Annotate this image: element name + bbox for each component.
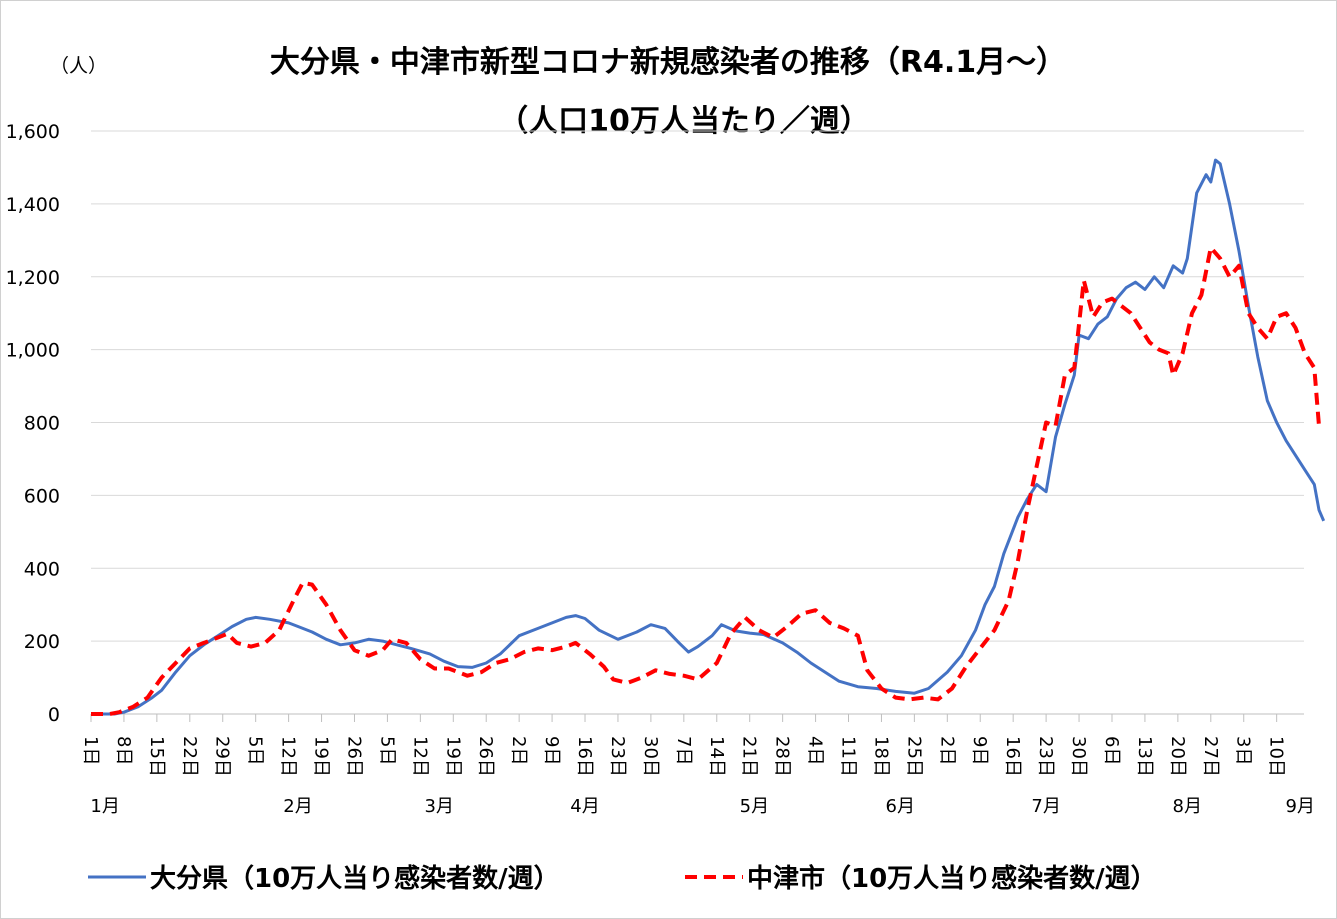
x-tick-label: 10日 — [1266, 736, 1287, 777]
y-tick-label: 800 — [24, 413, 60, 435]
x-tick-label: 3日 — [1233, 736, 1254, 765]
y-tick-label: 1,200 — [6, 267, 60, 289]
x-tick-label: 2日 — [936, 736, 957, 765]
x-tick-label: 9日 — [969, 736, 990, 765]
y-tick-label: 1,600 — [6, 121, 60, 143]
x-tick-label: 12日 — [278, 736, 299, 777]
x-tick-label: 2日 — [508, 736, 529, 765]
x-tick-label: 16日 — [1002, 736, 1023, 777]
month-label: 4月 — [570, 796, 599, 817]
x-tick-label: 5日 — [245, 736, 266, 765]
x-tick-label: 30日 — [640, 736, 661, 777]
x-tick-label: 26日 — [475, 736, 496, 777]
x-tick-label: 6日 — [1101, 736, 1122, 765]
x-tick-label: 25日 — [903, 736, 924, 777]
y-axis: 0 200 400 600 800 1,000 1,200 1,400 1,600 — [6, 121, 1304, 726]
x-tick-label: 15日 — [146, 736, 167, 777]
series-line-1 — [91, 158, 1326, 716]
x-tick-label: 5日 — [376, 736, 397, 765]
x-tick-label: 12日 — [409, 736, 430, 777]
x-tick-label: 9日 — [541, 736, 562, 765]
month-label: 5月 — [740, 796, 769, 817]
grid — [91, 130, 1304, 642]
month-label: 8月 — [1173, 796, 1202, 817]
x-tick-label: 13日 — [1134, 736, 1155, 777]
series — [91, 158, 1326, 716]
x-tick-label: 21日 — [739, 736, 760, 777]
y-axis-unit: （人） — [50, 55, 107, 77]
x-tick-label: 30日 — [1068, 736, 1089, 777]
month-label: 3月 — [424, 796, 453, 817]
chart-subtitle: （人口10万人当たり／週） — [498, 104, 870, 139]
chart-title: 大分県・中津市新型コロナ新規感染者の推移（R4.1月～） — [270, 45, 1066, 80]
legend-label-2: 中津市（10万人当り感染者数/週） — [747, 863, 1157, 894]
x-tick-label: 7日 — [673, 736, 694, 765]
legend: 大分県（10万人当り感染者数/週） 中津市（10万人当り感染者数/週） — [88, 863, 1157, 894]
month-label: 6月 — [886, 796, 915, 817]
y-tick-label: 1,000 — [6, 340, 60, 362]
x-tick-label: 19日 — [442, 736, 463, 777]
x-tick-label: 18日 — [870, 736, 891, 777]
x-tick-label: 1日 — [80, 736, 101, 765]
y-tick-label: 600 — [24, 485, 60, 507]
y-tick-label: 200 — [24, 631, 60, 653]
x-tick-label: 27日 — [1200, 736, 1221, 777]
month-label: 1月 — [90, 796, 119, 817]
month-label: 7月 — [1031, 796, 1060, 817]
x-tick-label: 20日 — [1167, 736, 1188, 777]
legend-label-1: 大分県（10万人当り感染者数/週） — [150, 864, 560, 894]
x-tick-label: 29日 — [212, 736, 233, 777]
x-axis: 1日 8日 15日 22日 29日 5日 12日 19日 26日 5日 12日 19日 26日 2日 9日 1… — [80, 714, 1287, 777]
x-tick-label: 23日 — [1035, 736, 1056, 777]
y-tick-label: 0 — [48, 704, 60, 726]
x-tick-label: 23日 — [607, 736, 628, 777]
y-tick-label: 1,400 — [6, 194, 60, 216]
x-tick-label: 19日 — [311, 736, 332, 777]
x-tick-label: 8日 — [113, 736, 134, 765]
x-tick-label: 26日 — [343, 736, 364, 777]
month-label: 2月 — [283, 796, 312, 817]
series-line-2 — [91, 245, 1321, 716]
y-tick-label: 400 — [24, 558, 60, 580]
x-tick-label: 14日 — [706, 736, 727, 777]
x-tick-label: 28日 — [772, 736, 793, 777]
x-tick-label: 16日 — [574, 736, 595, 777]
month-labels: 1月 2月 3月 4月 5月 6月 7月 8月 9月 — [90, 796, 1315, 817]
x-tick-label: 11日 — [838, 736, 859, 777]
x-tick-label: 4日 — [805, 736, 826, 765]
month-label: 9月 — [1285, 796, 1314, 817]
x-tick-label: 22日 — [179, 736, 200, 777]
